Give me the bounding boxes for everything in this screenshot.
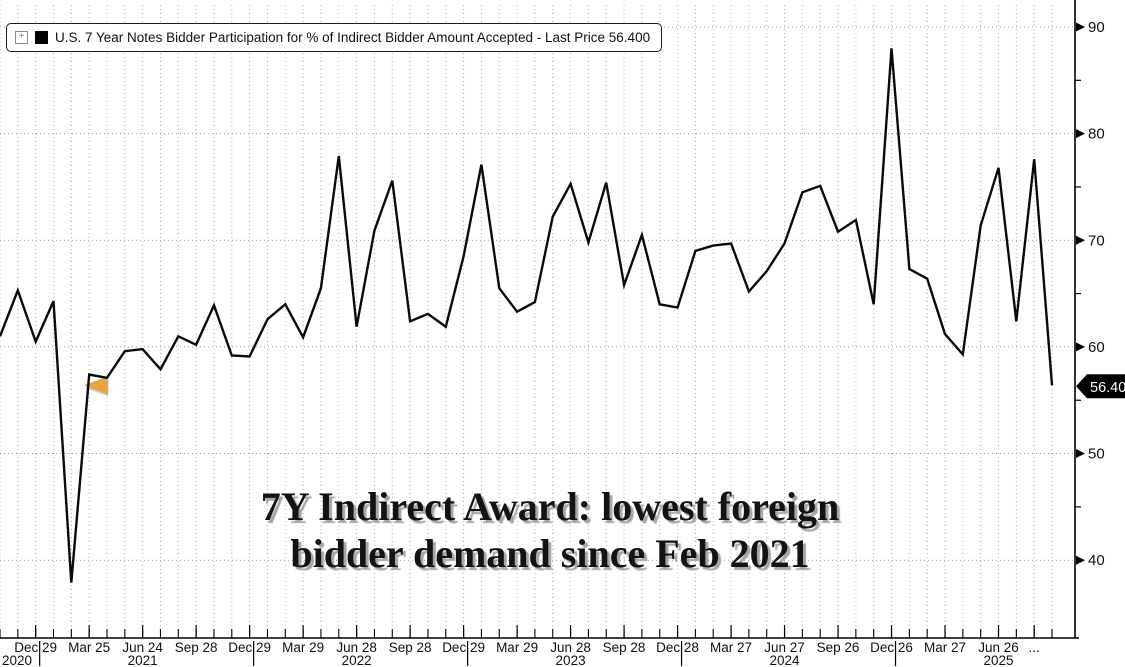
- x-tick-label: Sep 28: [603, 640, 646, 655]
- legend-expand-icon[interactable]: +: [15, 31, 28, 44]
- x-tick-label: Sep 26: [817, 640, 860, 655]
- x-tick-label: Sep 28: [175, 640, 218, 655]
- x-tick-label: Dec 26: [870, 640, 913, 655]
- y-tick-arrow: [1076, 235, 1085, 245]
- x-tick-label: Jun 28: [550, 640, 591, 655]
- y-tick-label: 70: [1088, 232, 1105, 249]
- x-tick-label: Sep 28: [389, 640, 432, 655]
- x-tick-label: Dec 29: [442, 640, 485, 655]
- legend[interactable]: + U.S. 7 Year Notes Bidder Participation…: [6, 23, 663, 52]
- y-tick-label: 50: [1088, 446, 1105, 463]
- series-line: [0, 48, 1054, 583]
- y-tick-label: 60: [1088, 339, 1105, 356]
- legend-series-swatch: [35, 31, 48, 44]
- y-tick-arrow: [1076, 129, 1085, 139]
- year-label: 2020: [2, 653, 32, 667]
- year-label: 2024: [770, 653, 801, 667]
- legend-series-label: U.S. 7 Year Notes Bidder Participation f…: [55, 30, 651, 45]
- x-tick-label: Jun 27: [764, 640, 805, 655]
- x-tick-label: Jun 24: [122, 640, 163, 655]
- x-tick-label: Jun 28: [336, 640, 377, 655]
- year-label: 2025: [983, 653, 1013, 667]
- x-tick-label: Dec 28: [656, 640, 699, 655]
- x-tick-label: Dec 29: [14, 640, 57, 655]
- year-label: 2021: [128, 653, 158, 667]
- level-line-arrow-icon: [84, 376, 107, 394]
- annotation-line-1: 7Y Indirect Award: lowest foreign: [260, 484, 840, 529]
- x-tick-label: Mar 29: [496, 640, 538, 655]
- y-tick-label: 80: [1088, 126, 1105, 143]
- y-tick-label: 90: [1088, 19, 1105, 36]
- y-tick-arrow: [1076, 22, 1085, 32]
- y-tick-label: 40: [1088, 552, 1105, 569]
- x-tick-label: Jun 26: [978, 640, 1019, 655]
- x-tick-label: Mar 25: [68, 640, 110, 655]
- x-tick-label: Mar 29: [282, 640, 324, 655]
- year-label: 2023: [556, 653, 586, 667]
- x-tick-label: ...: [1029, 640, 1040, 655]
- y-tick-arrow: [1076, 555, 1085, 565]
- x-tick-label: Mar 27: [710, 640, 752, 655]
- y-tick-arrow: [1076, 342, 1085, 352]
- x-tick-label: Dec 29: [228, 640, 271, 655]
- annotation-line-2: bidder demand since Feb 2021: [290, 531, 810, 577]
- x-tick-label: Mar 27: [924, 640, 966, 655]
- year-label: 2022: [342, 653, 372, 667]
- last-price-badge: [1076, 374, 1125, 399]
- last-price-label: 56.400: [1090, 380, 1125, 396]
- annotation-title: 7Y Indirect Award: lowest foreign bidder…: [170, 483, 930, 577]
- y-tick-arrow: [1076, 449, 1085, 459]
